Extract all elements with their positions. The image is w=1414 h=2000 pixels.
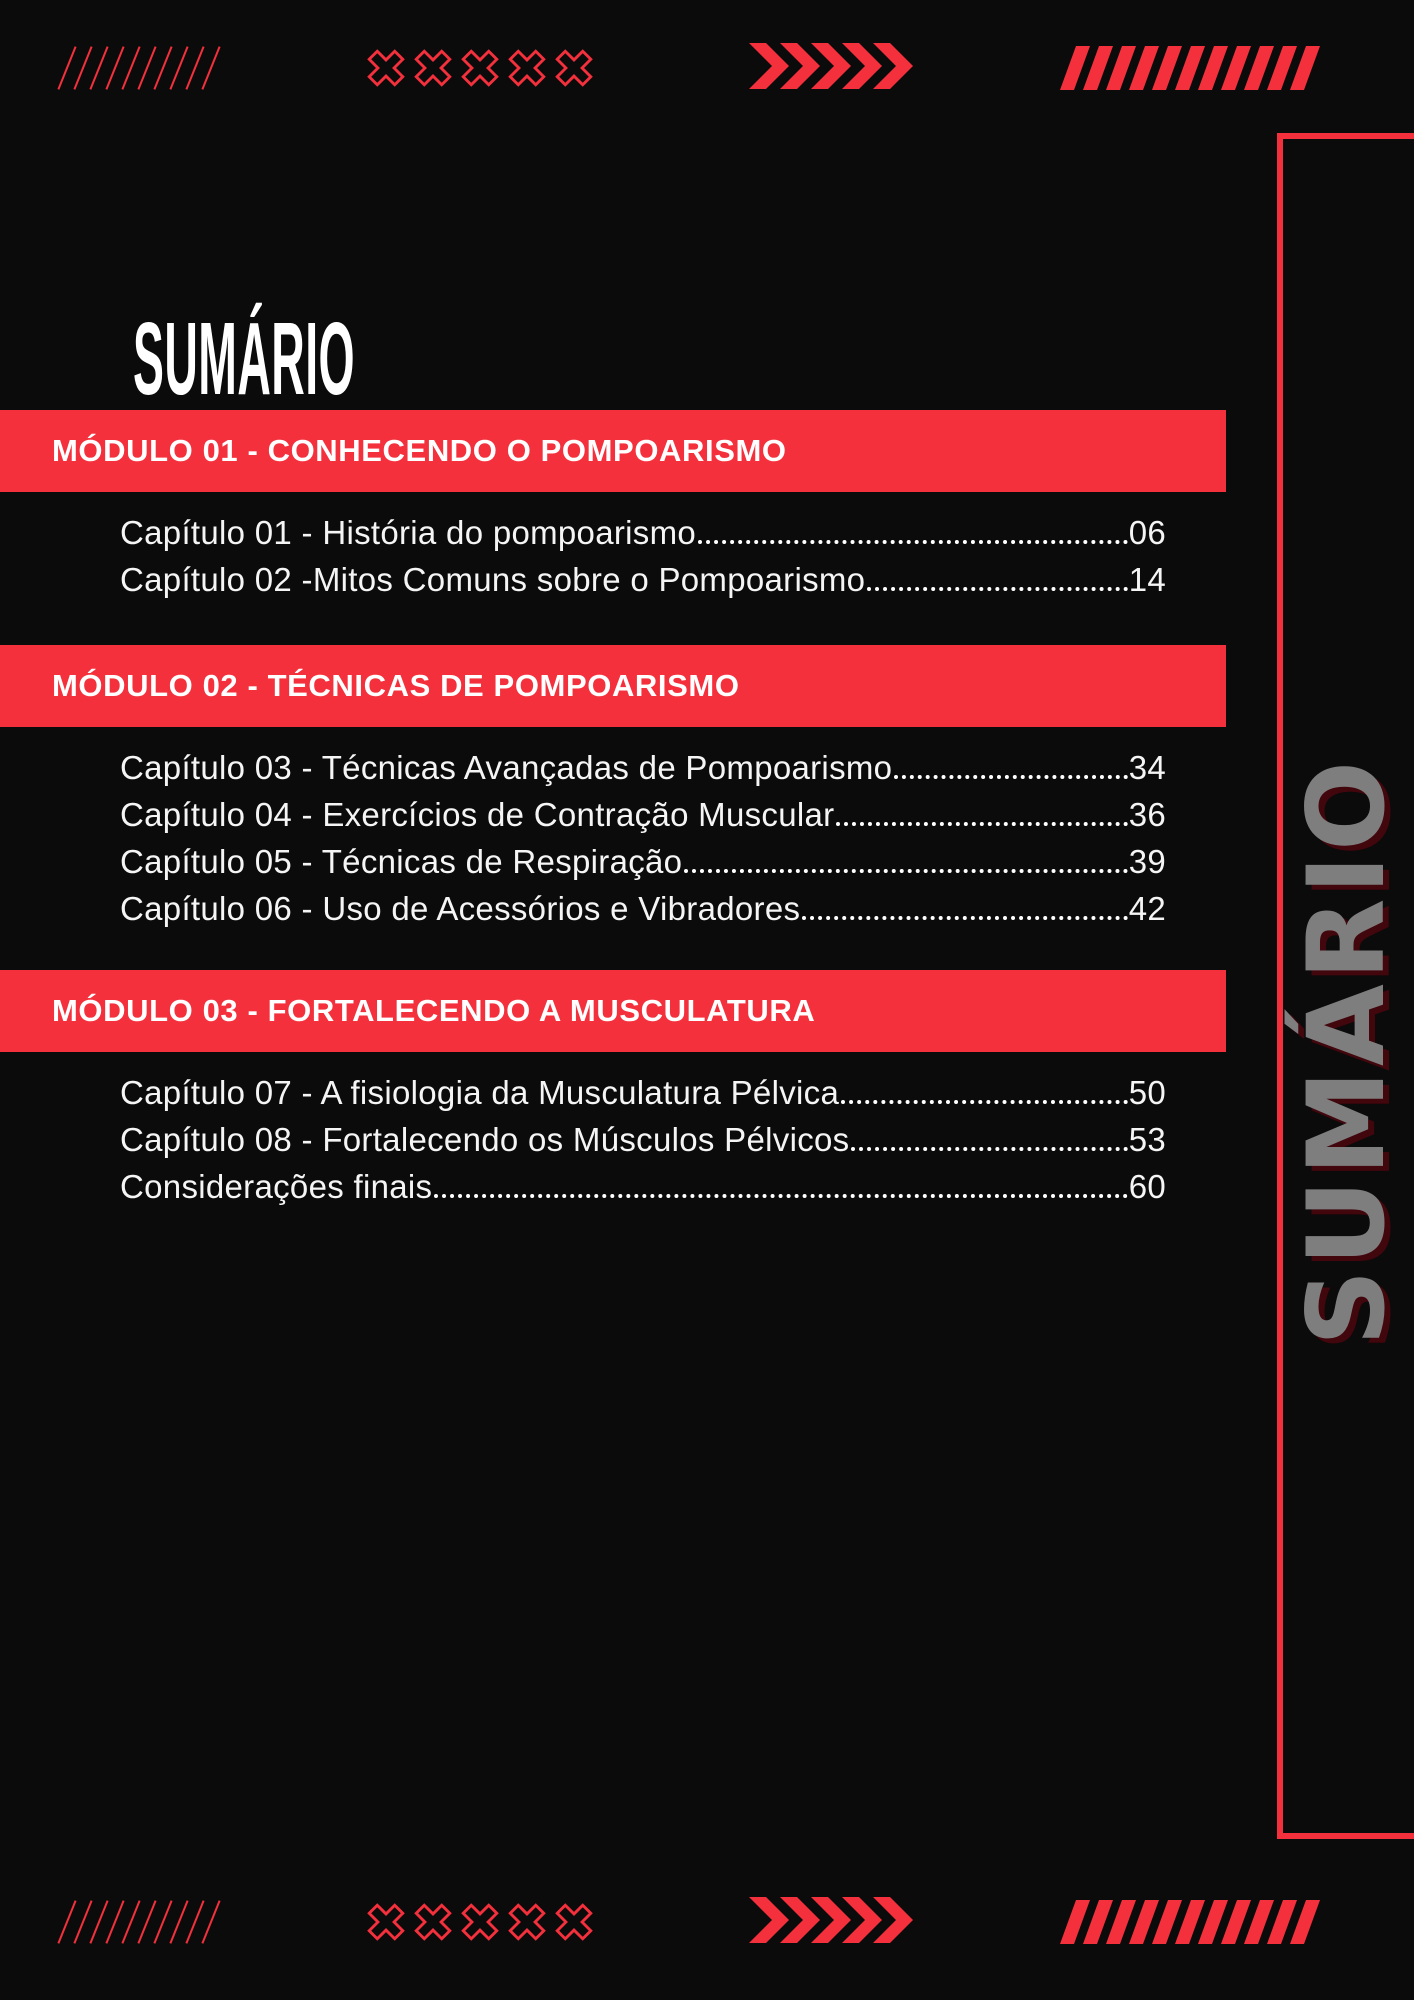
toc-entry-label: Capítulo 04 - Exercícios de Contração Mu…	[120, 796, 835, 833]
module-banner-label: MÓDULO 02 - TÉCNICAS DE POMPOARISMO	[52, 668, 740, 703]
diagonal-lines-icon	[57, 44, 221, 92]
toc-entry[interactable]: Considerações finais 60	[120, 1168, 1166, 1215]
toc-entry-label: Capítulo 02 -Mitos Comuns sobre o Pompoa…	[120, 561, 866, 598]
module-section: MÓDULO 01 - CONHECENDO O POMPOARISMO Cap…	[0, 410, 1414, 608]
module-entries: Capítulo 07 - A fisiologia da Musculatur…	[120, 1074, 1166, 1215]
module-banner: MÓDULO 01 - CONHECENDO O POMPOARISMO	[0, 410, 1226, 492]
toc-entry-label: Capítulo 01 - História do pompoarismo	[120, 514, 697, 551]
toc-entry-label: Capítulo 08 - Fortalecendo os Músculos P…	[120, 1121, 850, 1158]
toc-entry-label: Capítulo 03 - Técnicas Avançadas de Pomp…	[120, 749, 893, 786]
toc-entry-label: Capítulo 06 - Uso de Acessórios e Vibrad…	[120, 890, 801, 927]
toc-entry[interactable]: Capítulo 01 - História do pompoarismo 06	[120, 514, 1166, 561]
dotted-leader	[867, 587, 1128, 591]
toc-entry-page-number: 39	[1128, 843, 1166, 880]
toc-entry-page-number: 34	[1128, 749, 1166, 786]
dotted-leader	[836, 822, 1128, 826]
dotted-leader	[802, 916, 1128, 920]
toc-entry-page-number: 42	[1128, 890, 1166, 927]
dotted-leader	[684, 869, 1128, 873]
toc-entry-label: Considerações finais	[120, 1168, 433, 1205]
toc-entry-page-number: 06	[1128, 514, 1166, 551]
decor-row-bottom	[57, 1896, 1320, 1948]
x-cross-pattern-icon	[367, 49, 594, 87]
dotted-leader	[851, 1147, 1128, 1151]
side-panel-border	[1277, 133, 1414, 1839]
toc-entry[interactable]: Capítulo 05 - Técnicas de Respiração 39	[120, 843, 1166, 890]
module-section: MÓDULO 03 - FORTALECENDO A MUSCULATURA C…	[0, 970, 1414, 1215]
dotted-leader	[434, 1194, 1128, 1198]
side-label-box: SUMÁRIO	[1281, 745, 1413, 1357]
chevron-arrows-icon	[748, 42, 913, 94]
toc-entry-page-number: 60	[1128, 1168, 1166, 1205]
toc-entry-page-number: 36	[1128, 796, 1166, 833]
toc-entry-page-number: 14	[1128, 561, 1166, 598]
toc-entry-page-number: 50	[1128, 1074, 1166, 1111]
dotted-leader	[894, 775, 1128, 779]
module-banner-label: MÓDULO 03 - FORTALECENDO A MUSCULATURA	[52, 993, 816, 1028]
vertical-summary-label: SUMÁRIO	[1285, 756, 1409, 1346]
module-section: MÓDULO 02 - TÉCNICAS DE POMPOARISMO Capí…	[0, 645, 1414, 937]
hazard-stripes-icon	[1059, 44, 1320, 92]
toc-entry[interactable]: Capítulo 02 -Mitos Comuns sobre o Pompoa…	[120, 561, 1166, 608]
toc-entry[interactable]: Capítulo 04 - Exercícios de Contração Mu…	[120, 796, 1166, 843]
page-title: SUMÁRIO	[133, 301, 356, 416]
toc-entry[interactable]: Capítulo 07 - A fisiologia da Musculatur…	[120, 1074, 1166, 1121]
toc-entry-label: Capítulo 05 - Técnicas de Respiração	[120, 843, 683, 880]
module-banner: MÓDULO 03 - FORTALECENDO A MUSCULATURA	[0, 970, 1226, 1052]
module-banner: MÓDULO 02 - TÉCNICAS DE POMPOARISMO	[0, 645, 1226, 727]
x-cross-pattern-icon	[367, 1903, 594, 1941]
decor-row-top	[57, 42, 1320, 94]
toc-entry[interactable]: Capítulo 08 - Fortalecendo os Músculos P…	[120, 1121, 1166, 1168]
chevron-arrows-icon	[748, 1896, 913, 1948]
toc-entry-page-number: 53	[1128, 1121, 1166, 1158]
dotted-leader	[698, 540, 1128, 544]
dotted-leader	[841, 1100, 1128, 1104]
module-entries: Capítulo 01 - História do pompoarismo 06…	[120, 514, 1166, 608]
toc-entry[interactable]: Capítulo 03 - Técnicas Avançadas de Pomp…	[120, 749, 1166, 796]
toc-entry[interactable]: Capítulo 06 - Uso de Acessórios e Vibrad…	[120, 890, 1166, 937]
diagonal-lines-icon	[57, 1898, 221, 1946]
toc-entry-label: Capítulo 07 - A fisiologia da Musculatur…	[120, 1074, 840, 1111]
module-entries: Capítulo 03 - Técnicas Avançadas de Pomp…	[120, 749, 1166, 937]
hazard-stripes-icon	[1059, 1898, 1320, 1946]
module-banner-label: MÓDULO 01 - CONHECENDO O POMPOARISMO	[52, 433, 787, 468]
